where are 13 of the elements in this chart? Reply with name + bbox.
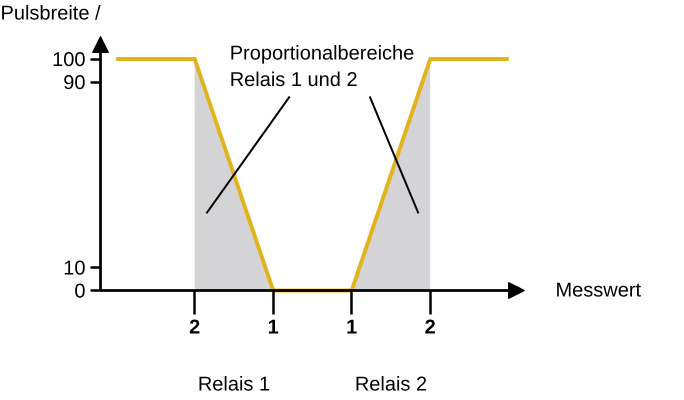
y-tick-label: 0: [74, 280, 86, 302]
y-tick-label: 10: [63, 257, 86, 280]
x-tick-label: 1: [346, 316, 358, 338]
y-tick-label: 90: [63, 72, 86, 94]
y-tick-label: 100: [52, 49, 86, 72]
annotation: Proportionalbereiche Relais 1 und 2: [230, 42, 414, 91]
y-axis-title: Pulsbreite /: [0, 2, 101, 24]
x-tick-label: 2: [424, 316, 436, 338]
x-tick-label: 2: [189, 316, 200, 338]
x-axis-title: Messwert: [556, 280, 642, 302]
x-tick-label: 1: [268, 316, 279, 338]
text: Relais 2: [354, 374, 428, 396]
text: Relais 1: [198, 374, 270, 396]
